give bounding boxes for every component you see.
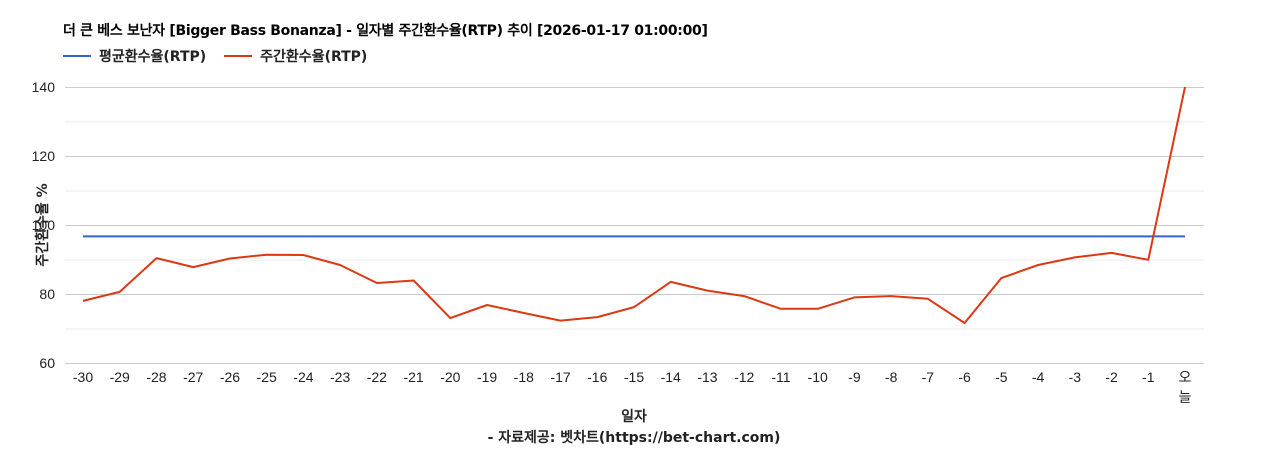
chart-legend: 평균환수율(RTP) 주간환수율(RTP) xyxy=(63,46,385,66)
x-tick-label: -19 xyxy=(477,369,497,385)
gridlines xyxy=(65,87,1204,364)
y-axis-title: 주간환수율 % xyxy=(34,183,51,266)
legend-item-average[interactable]: 평균환수율(RTP) xyxy=(63,46,206,66)
legend-swatch-average-icon xyxy=(63,55,91,57)
x-tick-label: -28 xyxy=(146,369,166,385)
x-tick-label: -21 xyxy=(403,369,423,385)
x-tick-label: -12 xyxy=(734,369,754,385)
x-tick-label: -18 xyxy=(514,369,534,385)
x-tick-label: -25 xyxy=(257,369,277,385)
legend-item-weekly[interactable]: 주간환수율(RTP) xyxy=(224,46,367,66)
x-tick-label: -15 xyxy=(624,369,644,385)
x-tick-label: -16 xyxy=(587,369,607,385)
y-tick-label: 140 xyxy=(32,79,56,95)
y-tick-label: 80 xyxy=(39,286,55,302)
x-tick-label: -5 xyxy=(995,369,1008,385)
x-tick-label: -14 xyxy=(661,369,681,385)
x-tick-label: -3 xyxy=(1069,369,1082,385)
legend-label-average: 평균환수율(RTP) xyxy=(99,49,207,65)
x-axis-title: 일자 xyxy=(621,409,647,425)
x-tick-label: 늘 xyxy=(1179,389,1192,405)
x-tick-label: 오 xyxy=(1179,369,1192,385)
x-tick-label: -17 xyxy=(550,369,570,385)
source-credit: - 자료제공: 벳차트(https://bet-chart.com) xyxy=(488,429,781,446)
x-tick-label: -20 xyxy=(440,369,460,385)
y-tick-label: 100 xyxy=(32,217,56,233)
x-tick-label: -1 xyxy=(1142,369,1155,385)
x-tick-label: -26 xyxy=(220,369,240,385)
x-tick-label: -30 xyxy=(73,369,93,385)
x-tick-label: -13 xyxy=(697,369,717,385)
x-tick-label: -8 xyxy=(885,369,898,385)
x-tick-label: -23 xyxy=(330,369,350,385)
x-tick-label: -11 xyxy=(771,369,790,385)
legend-label-weekly: 주간환수율(RTP) xyxy=(260,49,368,65)
x-tick-label: -7 xyxy=(922,369,935,385)
series-lines xyxy=(82,86,1186,324)
x-tick-label: -29 xyxy=(110,369,130,385)
x-tick-label: -22 xyxy=(367,369,387,385)
x-tick-label: -10 xyxy=(808,369,828,385)
y-tick-label: 120 xyxy=(32,148,56,164)
weekly-rtp-line[interactable] xyxy=(82,86,1186,324)
x-tick-label: -2 xyxy=(1105,369,1118,385)
chart-title: 더 큰 베스 보난자 [Bigger Bass Bonanza] - 일자별 주… xyxy=(63,23,708,39)
x-tick-label: -6 xyxy=(958,369,971,385)
legend-swatch-weekly-icon xyxy=(224,55,253,57)
x-tick-label: -9 xyxy=(848,369,861,385)
y-axis-ticks: 60 80 100 120 140 xyxy=(32,79,56,371)
x-tick-label: -24 xyxy=(293,369,313,385)
x-tick-label: -4 xyxy=(1032,369,1045,385)
x-tick-label: -27 xyxy=(183,369,203,385)
y-tick-label: 60 xyxy=(39,355,55,371)
x-axis-ticks: -30 -29 -28 -27 -26 -25 -24 -23 -22 -21 -20 -19 -18-… xyxy=(73,369,1192,405)
